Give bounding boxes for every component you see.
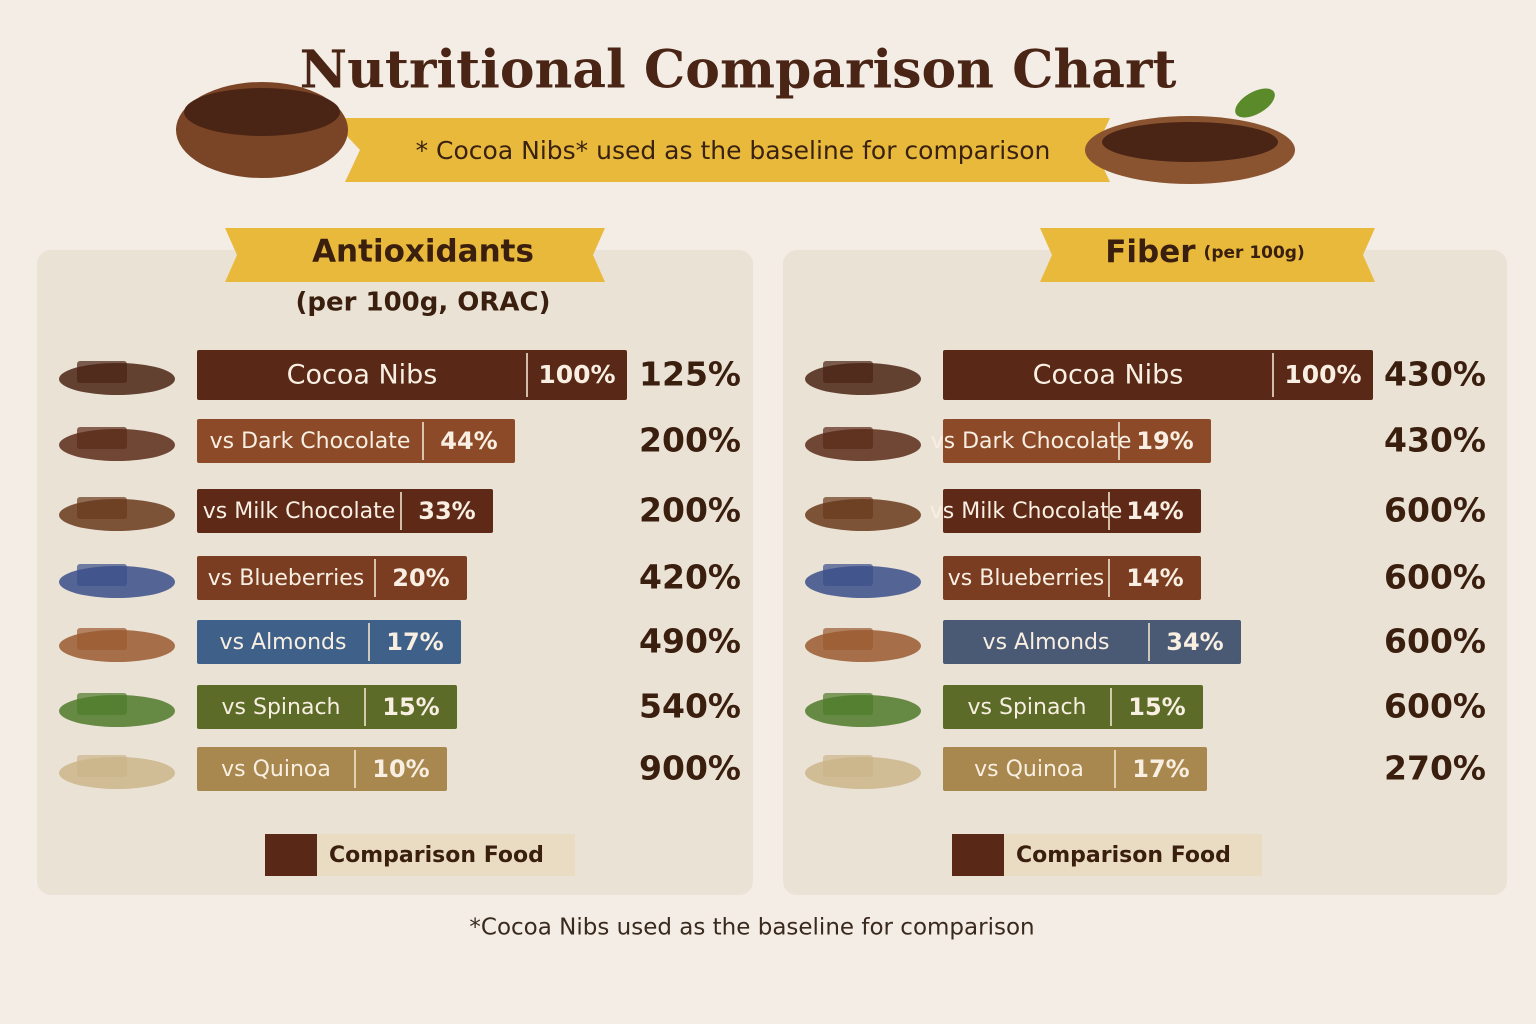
bar-category-label: vs Milk Chocolate [930,499,1123,524]
bar [943,350,1373,400]
bar [943,685,1203,729]
food-icon-highlight [77,693,127,715]
bar-category-label: vs Dark Chocolate [931,429,1132,454]
comparison-value: 600% [1384,687,1486,726]
banner-ribbon [330,118,1110,182]
bar-category-label: vs Quinoa [974,757,1084,782]
bar-category-label: Cocoa Nibs [287,360,438,391]
comparison-value: 430% [1384,355,1486,394]
bar [197,419,515,463]
comparison-value: 600% [1384,622,1486,661]
bar [197,556,467,600]
bar [943,419,1211,463]
bar-value-label: 34% [1166,628,1223,656]
food-icon-highlight [77,497,127,519]
food-icon-highlight [823,693,873,715]
bar-value-label: 100% [538,360,615,389]
comparison-value: 600% [1384,491,1486,530]
food-icon-highlight [77,564,127,586]
bar-category-label: vs Dark Chocolate [210,429,411,454]
comparison-value: 420% [639,558,741,597]
bar [943,747,1207,791]
food-icon-highlight [823,361,873,383]
pod-nibs [1102,122,1278,162]
food-icon-highlight [823,497,873,519]
comparison-value: 600% [1384,558,1486,597]
bar-category-label: vs Spinach [968,695,1087,720]
bar-value-label: 17% [386,628,443,656]
title: Nutritional Comparison Chart [300,40,1177,101]
comparison-value: 270% [1384,749,1486,788]
bar-value-label: 14% [1126,497,1183,525]
bar-value-label: 15% [1128,693,1185,721]
section-title-group: Fiber (per 100g) [1105,234,1305,270]
section-subtitle: (per 100g) [1204,243,1305,263]
comparison-value: 540% [639,687,741,726]
comparison-value: 900% [639,749,741,788]
legend-swatch [265,834,317,876]
section-ribbon [225,228,605,282]
comparison-value: 200% [639,491,741,530]
bar-category-label: vs Spinach [222,695,341,720]
bar-category-label: vs Milk Chocolate [203,499,396,524]
bar-value-label: 44% [440,427,497,455]
section-title: Antioxidants [312,234,534,270]
bar-value-label: 33% [418,497,475,525]
comparison-value: 200% [639,421,741,460]
bar-value-label: 17% [1132,755,1189,783]
food-icon-highlight [77,361,127,383]
bar [197,620,461,664]
legend-label: Comparison Food [329,843,544,868]
legend-label: Comparison Food [1016,843,1231,868]
food-icon-highlight [77,628,127,650]
section-ribbon [1040,228,1375,282]
bar-category-label: vs Blueberries [948,566,1104,591]
food-icon-highlight [823,564,873,586]
bar-category-label: vs Almonds [983,630,1110,655]
comparison-value: 125% [639,355,741,394]
bar-category-label: vs Quinoa [221,757,331,782]
section-title: Fiber [1105,234,1196,270]
bar [197,489,493,533]
bar [943,556,1201,600]
bar-value-label: 20% [392,564,449,592]
comparison-value: 490% [639,622,741,661]
bar-value-label: 15% [382,693,439,721]
bar-value-label: 10% [372,755,429,783]
banner-text: * Cocoa Nibs* used as the baseline for c… [416,136,1051,165]
bar-value-label: 14% [1126,564,1183,592]
bar-value-label: 100% [1284,360,1361,389]
bar [197,747,447,791]
food-icon-highlight [823,755,873,777]
food-icon-highlight [823,427,873,449]
leaf-icon [1235,88,1275,118]
bar-category-label: Cocoa Nibs [1033,360,1184,391]
bar-value-label: 19% [1136,427,1193,455]
comparison-value: 430% [1384,421,1486,460]
bar-category-label: vs Almonds [220,630,347,655]
food-icon-highlight [823,628,873,650]
bar [197,685,457,729]
food-icon-highlight [77,427,127,449]
bar [943,620,1241,664]
bowl-nibs [184,88,340,136]
food-icon-highlight [77,755,127,777]
footnote: *Cocoa Nibs used as the baseline for com… [469,915,1034,941]
legend-swatch [952,834,1004,876]
section-subtitle: (per 100g, ORAC) [295,288,550,318]
bar [197,350,627,400]
bar [943,489,1201,533]
bar-category-label: vs Blueberries [208,566,364,591]
